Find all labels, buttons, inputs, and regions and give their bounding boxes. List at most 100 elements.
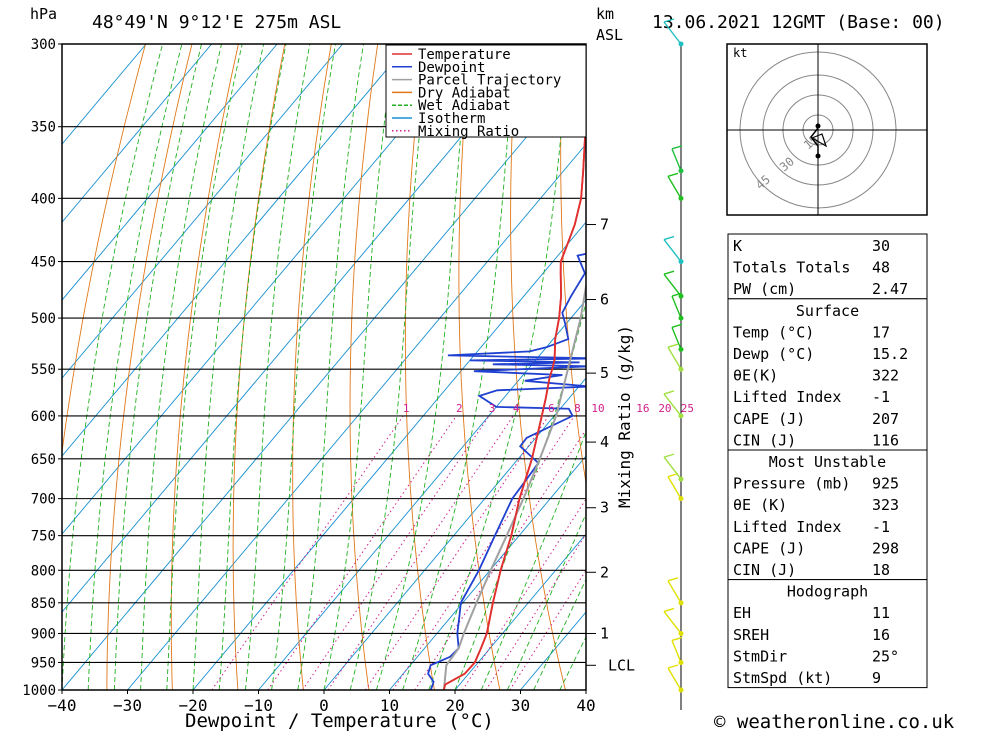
wind-barb-dot	[678, 346, 684, 352]
index-value: 15.2	[872, 345, 908, 363]
wind-barb	[663, 21, 682, 45]
pressure-tick-label: 300	[31, 37, 56, 53]
dry-adiabat-line	[349, 44, 379, 690]
wind-barb-dot	[678, 496, 684, 502]
index-label: K	[733, 237, 742, 255]
indices-section-title: Most Unstable	[769, 453, 886, 471]
index-value: 25°	[872, 647, 899, 665]
dry-adiabat-line	[935, 44, 1000, 690]
isotherm-line	[62, 44, 474, 535]
wind-barb-dot	[678, 168, 684, 174]
asl-label: ASL	[596, 26, 623, 44]
mixing-ratio-line	[485, 533, 586, 690]
wind-barb-dot	[678, 476, 684, 482]
wind-barb	[671, 295, 682, 319]
mixing-ratio-line	[364, 415, 549, 690]
index-value: 322	[872, 367, 899, 385]
index-value: 9	[872, 669, 881, 687]
index-label: SREH	[733, 626, 769, 644]
wind-barb-dot	[678, 600, 684, 606]
height-tick-label: 6	[600, 291, 609, 309]
dry-adiabat-line	[981, 44, 1000, 690]
dry-adiabat-line	[404, 44, 435, 690]
legend-label: Dry Adiabat	[418, 85, 511, 101]
mixing-ratio-line	[327, 415, 514, 690]
wet-adiabat-line	[113, 44, 202, 690]
wind-barb	[663, 611, 682, 634]
wind-barb	[663, 239, 682, 262]
copyright-label: © weatheronline.co.uk	[714, 711, 955, 733]
isotherm-line	[454, 533, 586, 690]
wind-barb-flag	[667, 172, 679, 178]
wet-adiabat-line	[244, 44, 311, 690]
wind-barb-dot	[678, 413, 684, 419]
wind-barb-dot	[678, 315, 684, 321]
pressure-tick-label: 400	[31, 191, 56, 207]
mixing-ratio-line	[302, 415, 490, 690]
height-tick-label: 4	[600, 433, 609, 451]
index-label: Pressure (mb)	[733, 475, 850, 493]
index-label: Temp (°C)	[733, 323, 814, 341]
pressure-tick-label: 750	[31, 529, 56, 545]
index-label: StmSpd (kt)	[733, 669, 832, 687]
temperature-tick-label: −20	[179, 696, 208, 715]
legend-label: Wet Adiabat	[418, 98, 511, 114]
wind-barb-dot	[678, 41, 684, 47]
wind-barb	[667, 580, 682, 604]
isotherm-line	[62, 65, 586, 690]
dry-adiabat-line	[62, 44, 146, 456]
storm-motion-marker	[810, 133, 828, 148]
index-label: Dewp (°C)	[733, 345, 814, 363]
index-label: StmDir	[733, 647, 787, 665]
wind-barb	[667, 667, 682, 691]
hodograph-point	[815, 123, 821, 129]
wind-barb-flag	[671, 323, 683, 329]
wind-barb-dot	[678, 259, 684, 265]
index-label: CAPE (J)	[733, 539, 805, 557]
index-label: CIN (J)	[733, 431, 796, 449]
wind-barb-flag	[663, 235, 675, 241]
indices-box	[727, 233, 928, 300]
isotherm-line	[62, 44, 409, 457]
wet-adiabat-line	[349, 44, 431, 690]
height-tick-label: 3	[600, 499, 609, 517]
pressure-tick-label: 900	[31, 626, 56, 642]
index-value: 298	[872, 539, 899, 557]
isotherm-line	[62, 44, 212, 223]
wet-adiabat-line	[428, 44, 570, 690]
wet-adiabat-line	[140, 44, 222, 690]
mixing-ratio-axis-title: Mixing Ratio (g/kg)	[615, 325, 634, 508]
axis-labels: 3003504004505005506006507007508008509009…	[22, 37, 694, 715]
isotherm-line	[323, 377, 586, 690]
indices-section-title: Surface	[796, 302, 859, 320]
pressure-tick-label: 450	[31, 255, 56, 271]
wind-barb-flag	[667, 577, 679, 582]
indices-box	[727, 298, 928, 451]
plot-background-lines	[62, 44, 1000, 690]
mixing-ratio-label: 10	[591, 402, 604, 415]
indices-box	[727, 579, 928, 689]
index-value: 116	[872, 431, 899, 449]
wind-barb	[663, 393, 682, 417]
mixing-ratio-line	[211, 415, 404, 690]
wind-barb-dot	[678, 366, 684, 372]
wet-adiabat-line	[62, 44, 164, 690]
isotherm-line	[127, 143, 586, 690]
index-value: -1	[872, 388, 890, 406]
legend-label: Mixing Ratio	[418, 124, 519, 140]
mixing-ratio-label: 2	[456, 402, 463, 415]
isotherm-line	[258, 299, 586, 690]
pressure-tick-label: 1000	[22, 683, 56, 699]
height-tick-label: LCL	[608, 656, 635, 674]
isotherm-line	[192, 221, 586, 690]
temperature-tick-label: −40	[48, 696, 77, 715]
index-value: 17	[872, 323, 890, 341]
isotherm-line	[62, 44, 540, 613]
parcel-trajectory-line	[442, 280, 586, 690]
hodograph-unit-label: kt	[733, 46, 747, 60]
pressure-tick-label: 500	[31, 311, 56, 327]
mixing-ratio-label: 6	[548, 402, 555, 415]
wind-barb	[671, 327, 682, 350]
